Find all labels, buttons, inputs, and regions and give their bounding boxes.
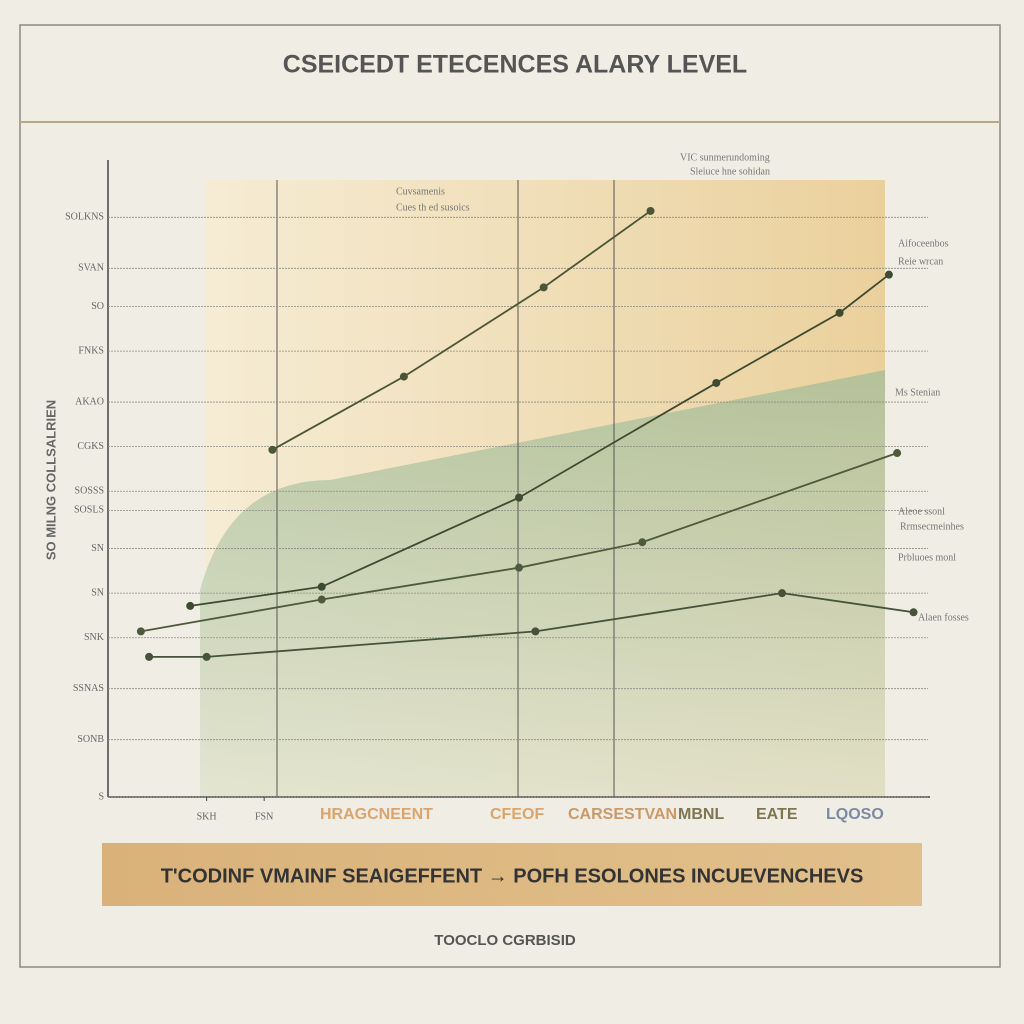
annotation: VIC sunmerundoming: [680, 152, 770, 163]
y-tick-label: FNKS: [78, 345, 104, 356]
y-tick-label: SOSLS: [74, 505, 104, 516]
banner: [102, 843, 922, 906]
plot: SOLKNS SVAN SO FNKS AKAO CGKS SOSSS SOSLS SN SN SN…: [65, 152, 969, 823]
y-tick-label: SO: [91, 301, 104, 312]
annotation: Reie wrcan: [898, 256, 943, 267]
point: [317, 595, 326, 604]
x-tick-label: SKH: [197, 811, 217, 822]
point: [145, 652, 154, 661]
point: [539, 283, 548, 292]
point: [835, 308, 844, 317]
point: [136, 627, 145, 636]
y-axis-label: SO MILNG COLLSALRIEN: [43, 400, 58, 560]
legend-label: MBNL: [678, 806, 724, 823]
annotation: Rrmsecmeinhes: [900, 521, 964, 532]
point: [531, 627, 540, 636]
legend-label: LQOSO: [826, 806, 884, 823]
annotation: Ms Stenian: [895, 387, 940, 398]
point: [638, 538, 647, 547]
x-tick-label: FSN: [255, 811, 273, 822]
point: [909, 608, 918, 617]
banner-text: T'CODINF VMAINF SEAIGEFFENT → POFH ESOLO…: [161, 865, 864, 887]
series-line: [190, 273, 890, 607]
annotation: Cues th ed susoics: [396, 202, 470, 213]
y-tick-label: S: [98, 791, 104, 802]
annotation: Prbluoes monl: [898, 552, 956, 563]
y-tick-label: SONB: [77, 734, 104, 745]
legend-label: EATE: [756, 806, 798, 823]
y-tick-label: SOLKNS: [65, 212, 104, 223]
y-tick-label: SSNAS: [73, 683, 104, 694]
legend-label: CFEOF: [490, 806, 544, 823]
point: [186, 601, 195, 610]
frame: [19, 24, 1001, 968]
y-tick-label: AKAO: [75, 396, 104, 407]
point: [515, 493, 523, 502]
point: [884, 270, 893, 279]
point: [317, 582, 326, 591]
y-tick-label: SN: [91, 587, 104, 598]
footer: TOOCLO CGRBISID: [434, 932, 576, 949]
y-tick-label: SN: [91, 543, 104, 554]
series-line: [271, 210, 652, 451]
point: [893, 449, 902, 458]
annotation: Sleiuce hne sohidan: [690, 166, 770, 177]
y-tick-label: CGKS: [77, 441, 104, 452]
chart-title: CSEICEDT ETECENCES ALARY LEVEL: [283, 51, 747, 79]
annotation: Aleoe ssonl: [898, 506, 945, 517]
annotation: Aifoceenbos: [898, 238, 949, 249]
annotation: Alaen fosses: [918, 612, 969, 623]
point: [515, 563, 523, 572]
y-tick-label: SNK: [84, 632, 105, 643]
legend-label: CARSESTVAN: [568, 806, 677, 823]
point: [646, 206, 655, 215]
y-tick-label: SVAN: [78, 263, 104, 274]
background-area: [200, 370, 885, 797]
y-tick-label: SOSSS: [75, 486, 104, 497]
annotation: Cuvsamenis: [396, 186, 445, 197]
point: [778, 589, 787, 598]
point: [202, 652, 211, 661]
point: [399, 372, 408, 381]
point: [712, 378, 721, 387]
point: [268, 445, 277, 454]
legend-label: HRAGCNEENT: [320, 806, 433, 823]
